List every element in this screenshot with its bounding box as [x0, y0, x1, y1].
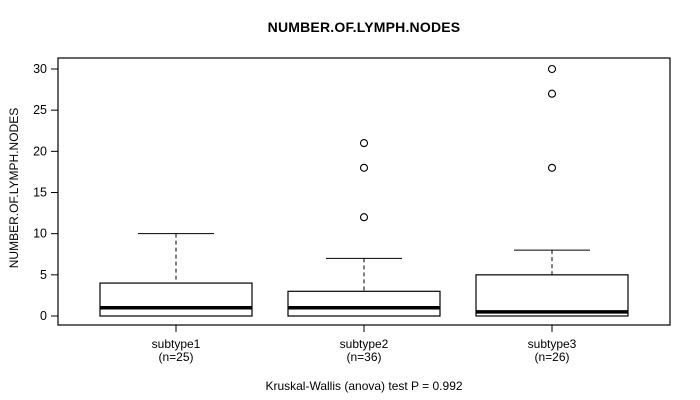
x-tick-label-group-subtype3: subtype3 (n=26): [472, 338, 632, 364]
y-tick-label: 5: [40, 268, 47, 282]
iqr-box: [99, 282, 253, 317]
x-tick-label: subtype3: [527, 337, 577, 351]
outlier-point: [547, 64, 557, 74]
iqr-box: [475, 274, 629, 317]
y-tick-label: 30: [33, 62, 47, 76]
y-tick-label: 0: [40, 309, 47, 323]
outlier-point: [359, 163, 369, 172]
outlier-point: [547, 163, 557, 172]
outlier-point: [359, 213, 369, 222]
x-tick-label: subtype2: [339, 337, 389, 351]
x-tick-sublabel: (n=36): [346, 350, 382, 364]
y-tick-label: 25: [33, 103, 47, 117]
stat-test-caption: Kruskal-Wallis (anova) test P = 0.992: [265, 379, 463, 393]
chart-title: NUMBER.OF.LYMPH.NODES: [267, 19, 461, 35]
x-tick-label-group-subtype2: subtype2 (n=36): [284, 338, 444, 364]
x-tick-label: subtype1: [151, 337, 201, 351]
y-tick-label: 20: [33, 144, 47, 158]
iqr-box: [287, 290, 441, 317]
outlier-point: [359, 139, 369, 148]
y-tick-label: 15: [33, 186, 47, 200]
x-tick-sublabel: (n=25): [158, 350, 194, 364]
outlier-point: [547, 89, 557, 98]
y-tick-label: 10: [33, 227, 47, 241]
x-tick-sublabel: (n=26): [534, 350, 570, 364]
x-tick-label-group-subtype1: subtype1 (n=25): [96, 338, 256, 364]
